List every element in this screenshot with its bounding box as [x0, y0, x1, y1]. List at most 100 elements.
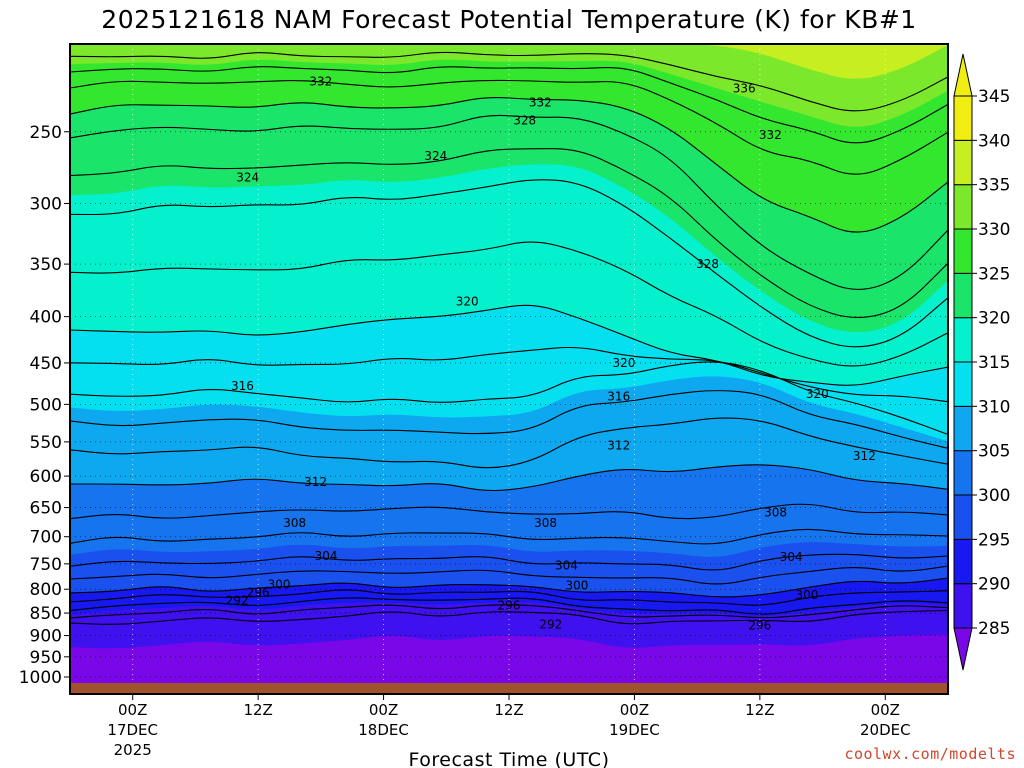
- ytick-label-1000: 1000: [19, 668, 62, 688]
- colorbar-seg-285: [953, 583, 973, 629]
- colorbar-label-345: 345: [978, 87, 1010, 107]
- contour-label-29: 292: [539, 617, 562, 631]
- ytick-label-600: 600: [30, 467, 62, 487]
- contour-label-19: 304: [315, 549, 338, 563]
- fill-level-340: [70, 44, 948, 79]
- gridlines: [70, 44, 948, 694]
- colorbar-seg-305: [953, 405, 973, 452]
- ytick-label-700: 700: [30, 528, 62, 548]
- contour-label-20: 304: [555, 558, 578, 572]
- contour-label-5: 324: [236, 171, 259, 185]
- isentrope-296: [69, 597, 949, 615]
- isentrope-292: [69, 609, 949, 625]
- contour-label-1: 328: [513, 114, 536, 128]
- xtick-label-1: 12Z: [243, 701, 272, 719]
- isentrope-304: [69, 553, 949, 571]
- colorbar-label-300: 300: [978, 486, 1010, 506]
- isentrope-330: [69, 96, 949, 233]
- xtick-date-2: 18DEC: [358, 721, 409, 739]
- isentrope-308: [69, 503, 949, 520]
- colorbar-seg-320: [953, 272, 973, 319]
- xtick-label-5: 12Z: [745, 701, 774, 719]
- chart-title: 2025121618 NAM Forecast Potential Temper…: [101, 5, 916, 34]
- ytick-label-250: 250: [30, 123, 62, 143]
- fill-level-335: [70, 44, 948, 127]
- theta-fill-layers: [70, 44, 948, 694]
- contour-label-15: 312: [853, 449, 876, 463]
- contour-label-4: 332: [759, 128, 782, 142]
- ytick-label-350: 350: [30, 255, 62, 275]
- y-axis: 250 300 350 400 450 500 550 600 650 700 750 800 850 9…: [19, 123, 70, 688]
- xtick-label-2: 00Z: [369, 701, 398, 719]
- colorbar-label-305: 305: [978, 442, 1010, 462]
- contour-label-17: 308: [534, 516, 557, 530]
- contour-label-27: 296: [748, 618, 771, 632]
- colorbar-label-325: 325: [978, 264, 1010, 284]
- credit-text: coolwx.com/modelts: [844, 745, 1016, 763]
- isentrope-300: [69, 577, 949, 598]
- colorbar-seg-325: [953, 228, 973, 274]
- isentrope-328: [69, 114, 949, 290]
- contour-label-0: 332: [309, 74, 332, 88]
- contour-label-12: 316: [607, 389, 630, 403]
- colorbar-label-330: 330: [978, 220, 1010, 240]
- contour-label-24: 300: [795, 588, 818, 602]
- ytick-label-800: 800: [30, 580, 62, 600]
- colorbar-label-285: 285: [978, 619, 1010, 639]
- colorbar-label-335: 335: [978, 176, 1010, 196]
- colorbar-seg-330: [953, 184, 973, 230]
- colorbar: 285 290 295 300 305 310 315 320 325 330 335 340 345: [953, 53, 1010, 671]
- isentrope-302: [69, 565, 949, 585]
- colorbar-label-310: 310: [978, 397, 1010, 417]
- isentrope-322: [69, 241, 949, 367]
- contour-label-3: 336: [733, 82, 756, 96]
- contour-label-26: 296: [498, 599, 521, 613]
- contour-label-6: 324: [424, 149, 447, 163]
- isentrope-306: [69, 528, 949, 545]
- ytick-label-900: 900: [30, 627, 62, 647]
- contour-label-25: 296: [247, 586, 270, 600]
- isentrope-contours: [69, 51, 949, 625]
- colorbar-label-295: 295: [978, 530, 1010, 550]
- colorbar-seg-315: [953, 317, 973, 363]
- xtick-date-0: 17DEC: [107, 721, 158, 739]
- xtick-label-3: 12Z: [494, 701, 523, 719]
- colorbar-seg-295: [953, 494, 973, 540]
- colorbar-seg-335: [953, 139, 973, 186]
- x-axis-label: Forecast Time (UTC): [409, 749, 610, 768]
- ytick-label-850: 850: [30, 604, 62, 624]
- ytick-label-650: 650: [30, 499, 62, 519]
- contour-label-23: 300: [565, 578, 588, 592]
- isentrope-326: [69, 148, 949, 318]
- colorbar-seg-290: [953, 538, 973, 585]
- xtick-label-0: 00Z: [118, 701, 147, 719]
- isentrope-320: [69, 304, 949, 386]
- isentrope-332: [69, 79, 949, 175]
- xtick-date-6: 20DEC: [860, 721, 911, 739]
- ytick-label-300: 300: [30, 194, 62, 214]
- isentrope-312: [69, 417, 949, 469]
- isentrope-298: [69, 589, 949, 606]
- colorbar-seg-300: [953, 450, 973, 496]
- colorbar-seg-310: [953, 361, 973, 407]
- isentrope-316: [69, 361, 949, 436]
- colorbar-bottom-arrow: [953, 627, 973, 671]
- colorbar-label-315: 315: [978, 353, 1010, 373]
- contour-label-28: 292: [226, 593, 249, 607]
- contour-label-21: 304: [780, 550, 803, 564]
- ytick-label-500: 500: [30, 395, 62, 415]
- xtick-date-4: 19DEC: [609, 721, 660, 739]
- contour-label-7: 328: [696, 257, 719, 271]
- colorbar-seg-340: [953, 95, 973, 141]
- isentrope-314: [69, 390, 949, 449]
- xtick-label-4: 00Z: [620, 701, 649, 719]
- x-axis: 00Z 17DEC 2025 12Z 00Z 18DEC 12Z 00Z 19DEC 12Z 00Z…: [107, 694, 911, 759]
- contour-label-13: 312: [607, 438, 630, 452]
- colorbar-label-290: 290: [978, 575, 1010, 595]
- ytick-label-750: 750: [30, 555, 62, 575]
- xtick-label-6: 00Z: [871, 701, 900, 719]
- isentrope-324: [69, 179, 949, 348]
- contour-label-18: 308: [764, 505, 787, 519]
- isentrope-336: [69, 51, 949, 112]
